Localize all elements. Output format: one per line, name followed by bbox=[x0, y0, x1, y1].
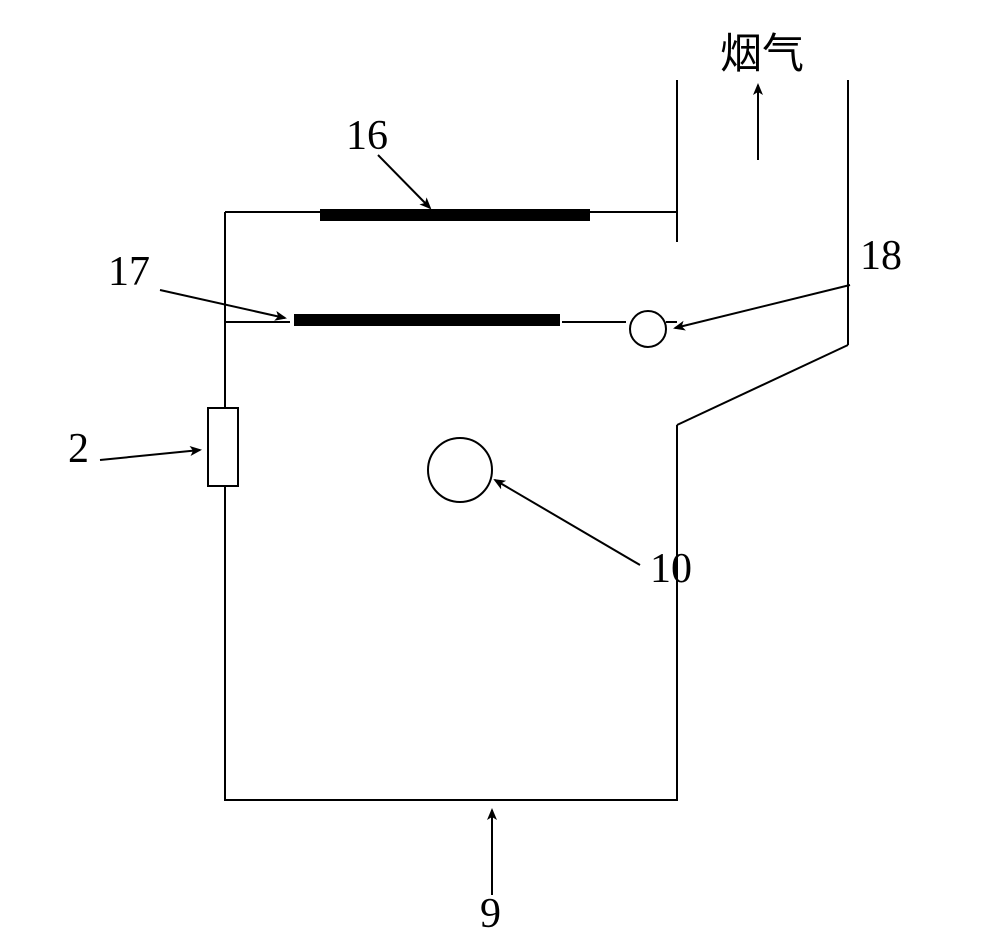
label-flue-gas: 烟气 bbox=[720, 20, 804, 81]
label-9: 9 bbox=[480, 890, 501, 938]
label-2: 2 bbox=[68, 425, 89, 473]
label-17: 17 bbox=[108, 248, 150, 296]
label-16: 16 bbox=[346, 112, 388, 160]
label-10: 10 bbox=[650, 545, 692, 593]
label-18: 18 bbox=[860, 232, 902, 280]
